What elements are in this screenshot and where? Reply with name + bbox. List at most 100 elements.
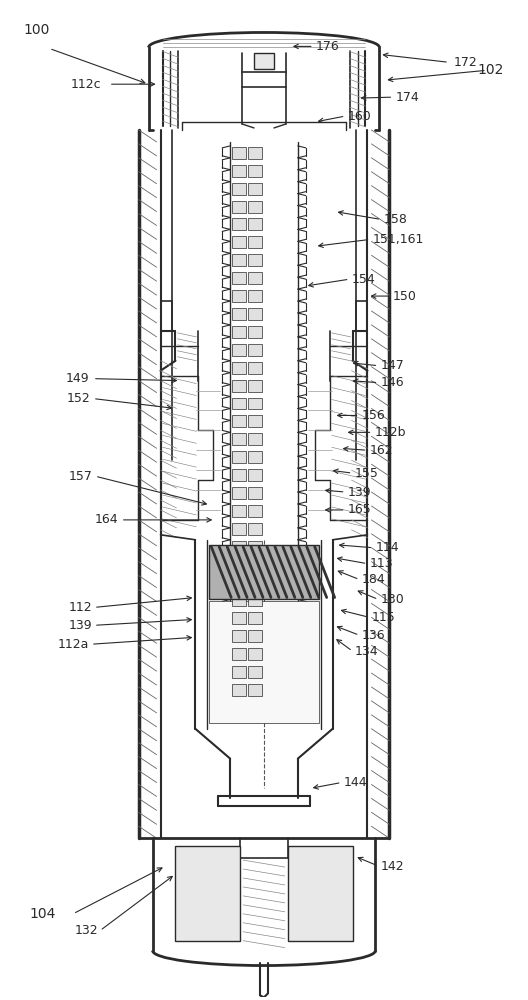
Text: 157: 157 bbox=[69, 470, 93, 483]
Text: 130: 130 bbox=[380, 593, 404, 606]
Bar bbox=[232, 469, 246, 481]
Bar bbox=[248, 451, 262, 463]
Text: 134: 134 bbox=[354, 645, 378, 658]
Bar bbox=[248, 398, 262, 409]
Bar bbox=[232, 165, 246, 177]
Bar bbox=[232, 254, 246, 266]
Text: 147: 147 bbox=[380, 359, 404, 372]
Text: 155: 155 bbox=[354, 467, 379, 480]
Bar bbox=[248, 254, 262, 266]
Bar bbox=[232, 505, 246, 517]
Bar bbox=[248, 433, 262, 445]
Bar bbox=[209, 601, 319, 723]
Bar bbox=[232, 362, 246, 374]
Bar bbox=[248, 577, 262, 589]
Text: 154: 154 bbox=[352, 273, 375, 286]
Text: 104: 104 bbox=[29, 907, 55, 921]
Bar bbox=[232, 451, 246, 463]
Text: 162: 162 bbox=[370, 444, 393, 457]
Bar bbox=[248, 272, 262, 284]
Bar bbox=[232, 290, 246, 302]
Bar bbox=[232, 344, 246, 356]
Bar bbox=[248, 523, 262, 535]
Bar bbox=[248, 290, 262, 302]
Text: 156: 156 bbox=[362, 409, 385, 422]
Bar bbox=[232, 398, 246, 409]
Text: 132: 132 bbox=[74, 924, 98, 937]
Text: 160: 160 bbox=[347, 110, 371, 123]
Text: 150: 150 bbox=[392, 290, 416, 303]
Bar bbox=[232, 433, 246, 445]
Bar bbox=[248, 165, 262, 177]
Bar bbox=[248, 648, 262, 660]
Bar bbox=[248, 559, 262, 571]
Text: 114: 114 bbox=[375, 541, 399, 554]
Bar bbox=[232, 147, 246, 159]
Text: 172: 172 bbox=[454, 56, 478, 69]
Text: 151,161: 151,161 bbox=[372, 233, 424, 246]
Bar bbox=[232, 415, 246, 427]
Text: 102: 102 bbox=[477, 63, 504, 77]
Text: 136: 136 bbox=[362, 629, 385, 642]
Bar bbox=[232, 523, 246, 535]
Bar bbox=[232, 666, 246, 678]
Text: 152: 152 bbox=[67, 392, 91, 405]
Bar bbox=[209, 545, 319, 599]
Bar bbox=[248, 469, 262, 481]
Bar bbox=[248, 362, 262, 374]
Bar bbox=[248, 595, 262, 606]
Bar bbox=[232, 487, 246, 499]
Bar bbox=[248, 684, 262, 696]
Text: 112a: 112a bbox=[58, 638, 89, 651]
Bar bbox=[248, 415, 262, 427]
Text: 146: 146 bbox=[380, 376, 404, 389]
Bar bbox=[248, 487, 262, 499]
Bar bbox=[232, 201, 246, 213]
Text: 158: 158 bbox=[383, 213, 407, 226]
Bar bbox=[232, 648, 246, 660]
Text: 184: 184 bbox=[362, 573, 385, 586]
Bar bbox=[232, 684, 246, 696]
Text: 165: 165 bbox=[347, 503, 371, 516]
Bar bbox=[248, 183, 262, 195]
Bar bbox=[248, 236, 262, 248]
Bar bbox=[248, 344, 262, 356]
Bar bbox=[254, 53, 274, 69]
Bar bbox=[248, 326, 262, 338]
Text: 113: 113 bbox=[370, 557, 393, 570]
Bar bbox=[232, 612, 246, 624]
Text: 174: 174 bbox=[395, 91, 419, 104]
Bar bbox=[232, 218, 246, 230]
Bar bbox=[248, 630, 262, 642]
Bar bbox=[248, 218, 262, 230]
Text: 139: 139 bbox=[68, 619, 92, 632]
Text: 115: 115 bbox=[371, 611, 395, 624]
Text: 142: 142 bbox=[380, 860, 404, 873]
Text: 100: 100 bbox=[23, 23, 50, 37]
Bar bbox=[232, 630, 246, 642]
Bar bbox=[232, 272, 246, 284]
Bar bbox=[232, 541, 246, 553]
Text: 144: 144 bbox=[344, 776, 367, 789]
Text: 112: 112 bbox=[68, 601, 92, 614]
Text: 149: 149 bbox=[65, 372, 89, 385]
Bar bbox=[232, 595, 246, 606]
Bar bbox=[288, 846, 353, 941]
Bar bbox=[248, 505, 262, 517]
Bar bbox=[248, 541, 262, 553]
Bar bbox=[175, 846, 240, 941]
Bar bbox=[232, 308, 246, 320]
Bar bbox=[232, 559, 246, 571]
Bar bbox=[232, 326, 246, 338]
Bar bbox=[248, 308, 262, 320]
Bar bbox=[248, 380, 262, 392]
Text: 164: 164 bbox=[95, 513, 119, 526]
Bar bbox=[232, 577, 246, 589]
Bar bbox=[232, 183, 246, 195]
Text: 112c: 112c bbox=[70, 78, 101, 91]
Bar bbox=[248, 612, 262, 624]
Text: 139: 139 bbox=[347, 486, 371, 499]
Bar bbox=[248, 666, 262, 678]
Text: 176: 176 bbox=[316, 40, 340, 53]
Bar bbox=[248, 201, 262, 213]
